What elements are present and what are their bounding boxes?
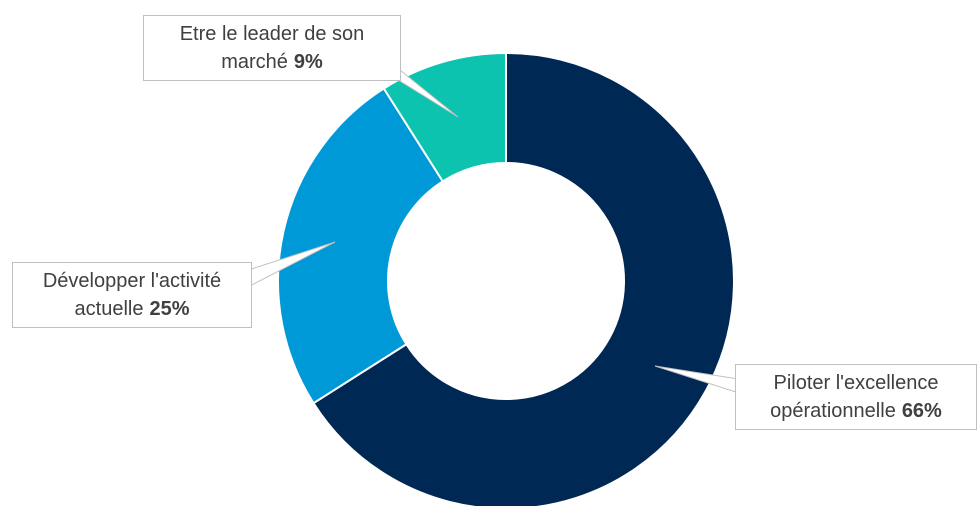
value-label: 9% [293,51,323,73]
data-label: Piloter l'excellence opérationnelle 66% [735,364,977,430]
value-label: 66% [901,400,942,422]
value-label: 25% [149,298,190,320]
category-label: Piloter l'excellence opérationnelle [770,372,939,422]
category-label: Etre le leader de son marché [179,23,365,73]
category-label: Développer l'activité actuelle [42,270,222,320]
data-label: Développer l'activité actuelle 25% [12,262,252,328]
data-label: Etre le leader de son marché 9% [143,15,401,81]
donut-slice [277,87,445,405]
donut-slice [312,51,735,506]
